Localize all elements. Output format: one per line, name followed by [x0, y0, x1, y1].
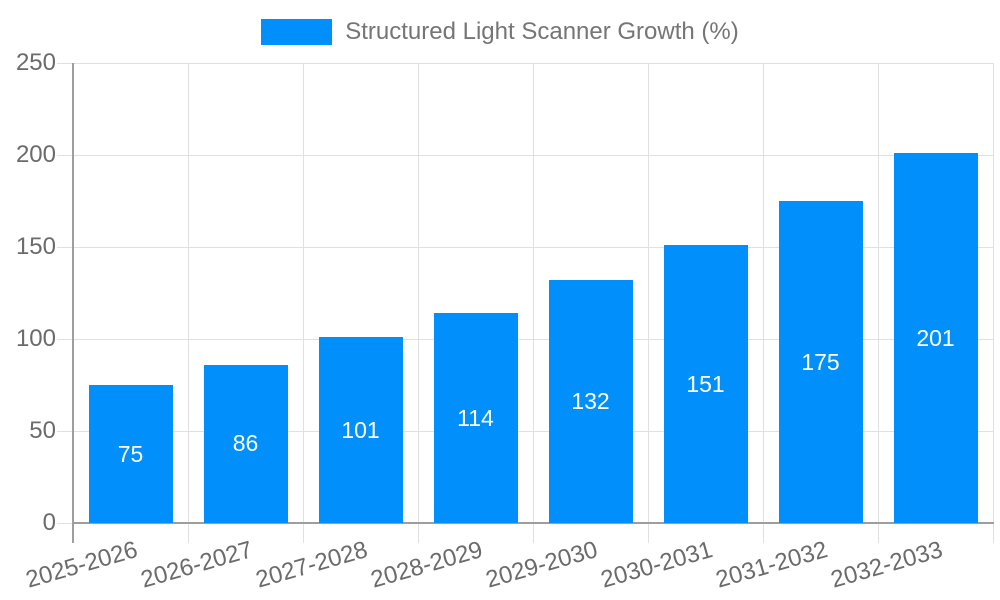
y-axis-line: [72, 63, 74, 543]
bar-value-label: 114: [457, 404, 494, 431]
bar[interactable]: 151: [663, 245, 748, 523]
legend-label: Structured Light Scanner Growth (%): [345, 18, 739, 45]
x-tick-label: 2026-2027: [137, 536, 256, 594]
x-gridline: [763, 63, 764, 543]
x-tick-label: 2025-2026: [22, 536, 141, 594]
x-gridline: [188, 63, 189, 543]
x-gridline: [533, 63, 534, 543]
x-gridline: [418, 63, 419, 543]
x-tick-label: 2029-2030: [482, 536, 601, 594]
y-tick-label: 100: [15, 325, 56, 352]
bar[interactable]: 75: [88, 385, 173, 523]
x-axis-line: [72, 522, 994, 524]
legend-swatch: [261, 19, 333, 45]
y-gridline: [57, 154, 993, 156]
bar-value-label: 86: [232, 430, 259, 457]
bar-value-label: 101: [341, 416, 380, 443]
y-gridline: [57, 62, 993, 64]
y-gridline: [57, 246, 993, 248]
y-tick-label: 50: [29, 417, 56, 444]
bar[interactable]: 114: [433, 313, 518, 523]
x-gridline: [878, 63, 879, 543]
y-tick-label: 250: [15, 49, 56, 76]
x-gridline: [648, 63, 649, 543]
y-tick-label: 0: [42, 509, 56, 536]
bar[interactable]: 86: [203, 364, 288, 523]
bar[interactable]: 201: [893, 153, 978, 523]
bar-value-label: 132: [571, 388, 610, 415]
x-tick-label: 2030-2031: [597, 536, 716, 594]
x-gridline: [993, 63, 994, 543]
bar[interactable]: 175: [778, 201, 863, 523]
x-tick-label: 2031-2032: [712, 536, 831, 594]
bar-value-label: 201: [916, 324, 955, 351]
bar-value-label: 75: [117, 440, 144, 467]
legend[interactable]: Structured Light Scanner Growth (%): [0, 18, 1000, 46]
y-tick-label: 150: [15, 233, 56, 260]
x-tick-label: 2032-2033: [827, 536, 946, 594]
bar[interactable]: 132: [548, 280, 633, 523]
bar[interactable]: 101: [318, 337, 403, 523]
bar-value-label: 175: [801, 348, 840, 375]
x-tick-label: 2027-2028: [252, 536, 371, 594]
y-gridline: [57, 338, 993, 340]
bar-value-label: 151: [686, 370, 725, 397]
x-gridline: [303, 63, 304, 543]
y-gridline: [57, 430, 993, 432]
x-tick-label: 2028-2029: [367, 536, 486, 594]
y-tick-label: 200: [15, 141, 56, 168]
